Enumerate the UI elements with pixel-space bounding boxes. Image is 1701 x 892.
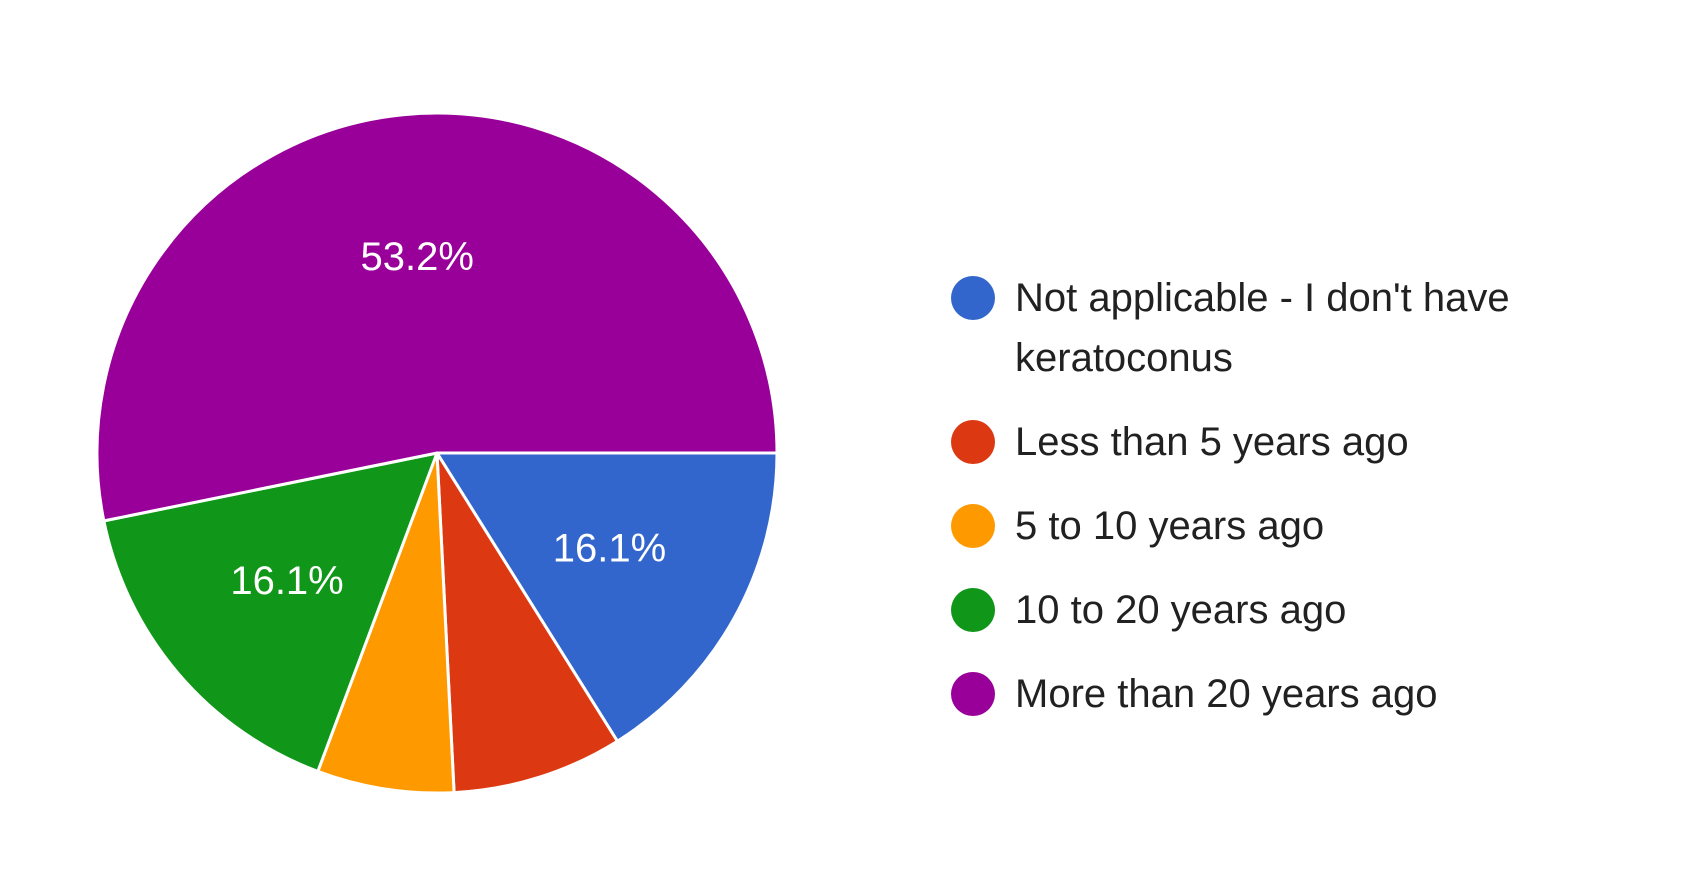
legend-label: 10 to 20 years ago [1015,588,1347,632]
legend-swatch-icon [951,672,995,716]
legend-item-10-to-20[interactable]: 10 to 20 years ago [951,580,1651,640]
legend-item-not-applicable[interactable]: Not applicable - I don't have keratoconu… [951,268,1651,388]
slice-percent-label-0: 16.1% [553,527,666,571]
legend-item-less-than-5[interactable]: Less than 5 years ago [951,412,1651,472]
legend-label: Less than 5 years ago [1015,420,1409,464]
legend-swatch-icon [951,276,995,320]
slice-percent-label-3: 16.1% [230,559,343,603]
pie-slice-3[interactable] [102,451,439,773]
pie-slice-1[interactable] [435,451,619,795]
legend-item-5-to-10[interactable]: 5 to 10 years ago [951,496,1651,556]
legend: Not applicable - I don't have keratoconu… [951,268,1651,748]
legend-swatch-icon [951,504,995,548]
legend-label: More than 20 years ago [1015,672,1438,716]
legend-swatch-icon [951,420,995,464]
pie-slice-2[interactable] [316,451,456,795]
legend-label: Not applicable - I don't have keratoconu… [1015,276,1510,380]
pie-slice-0[interactable] [435,451,779,743]
legend-label: 5 to 10 years ago [1015,504,1325,548]
slice-percent-label-4: 53.2% [360,235,473,279]
legend-swatch-icon [951,588,995,632]
legend-item-more-than-20[interactable]: More than 20 years ago [951,664,1651,724]
pie-slice-4[interactable] [95,111,779,523]
